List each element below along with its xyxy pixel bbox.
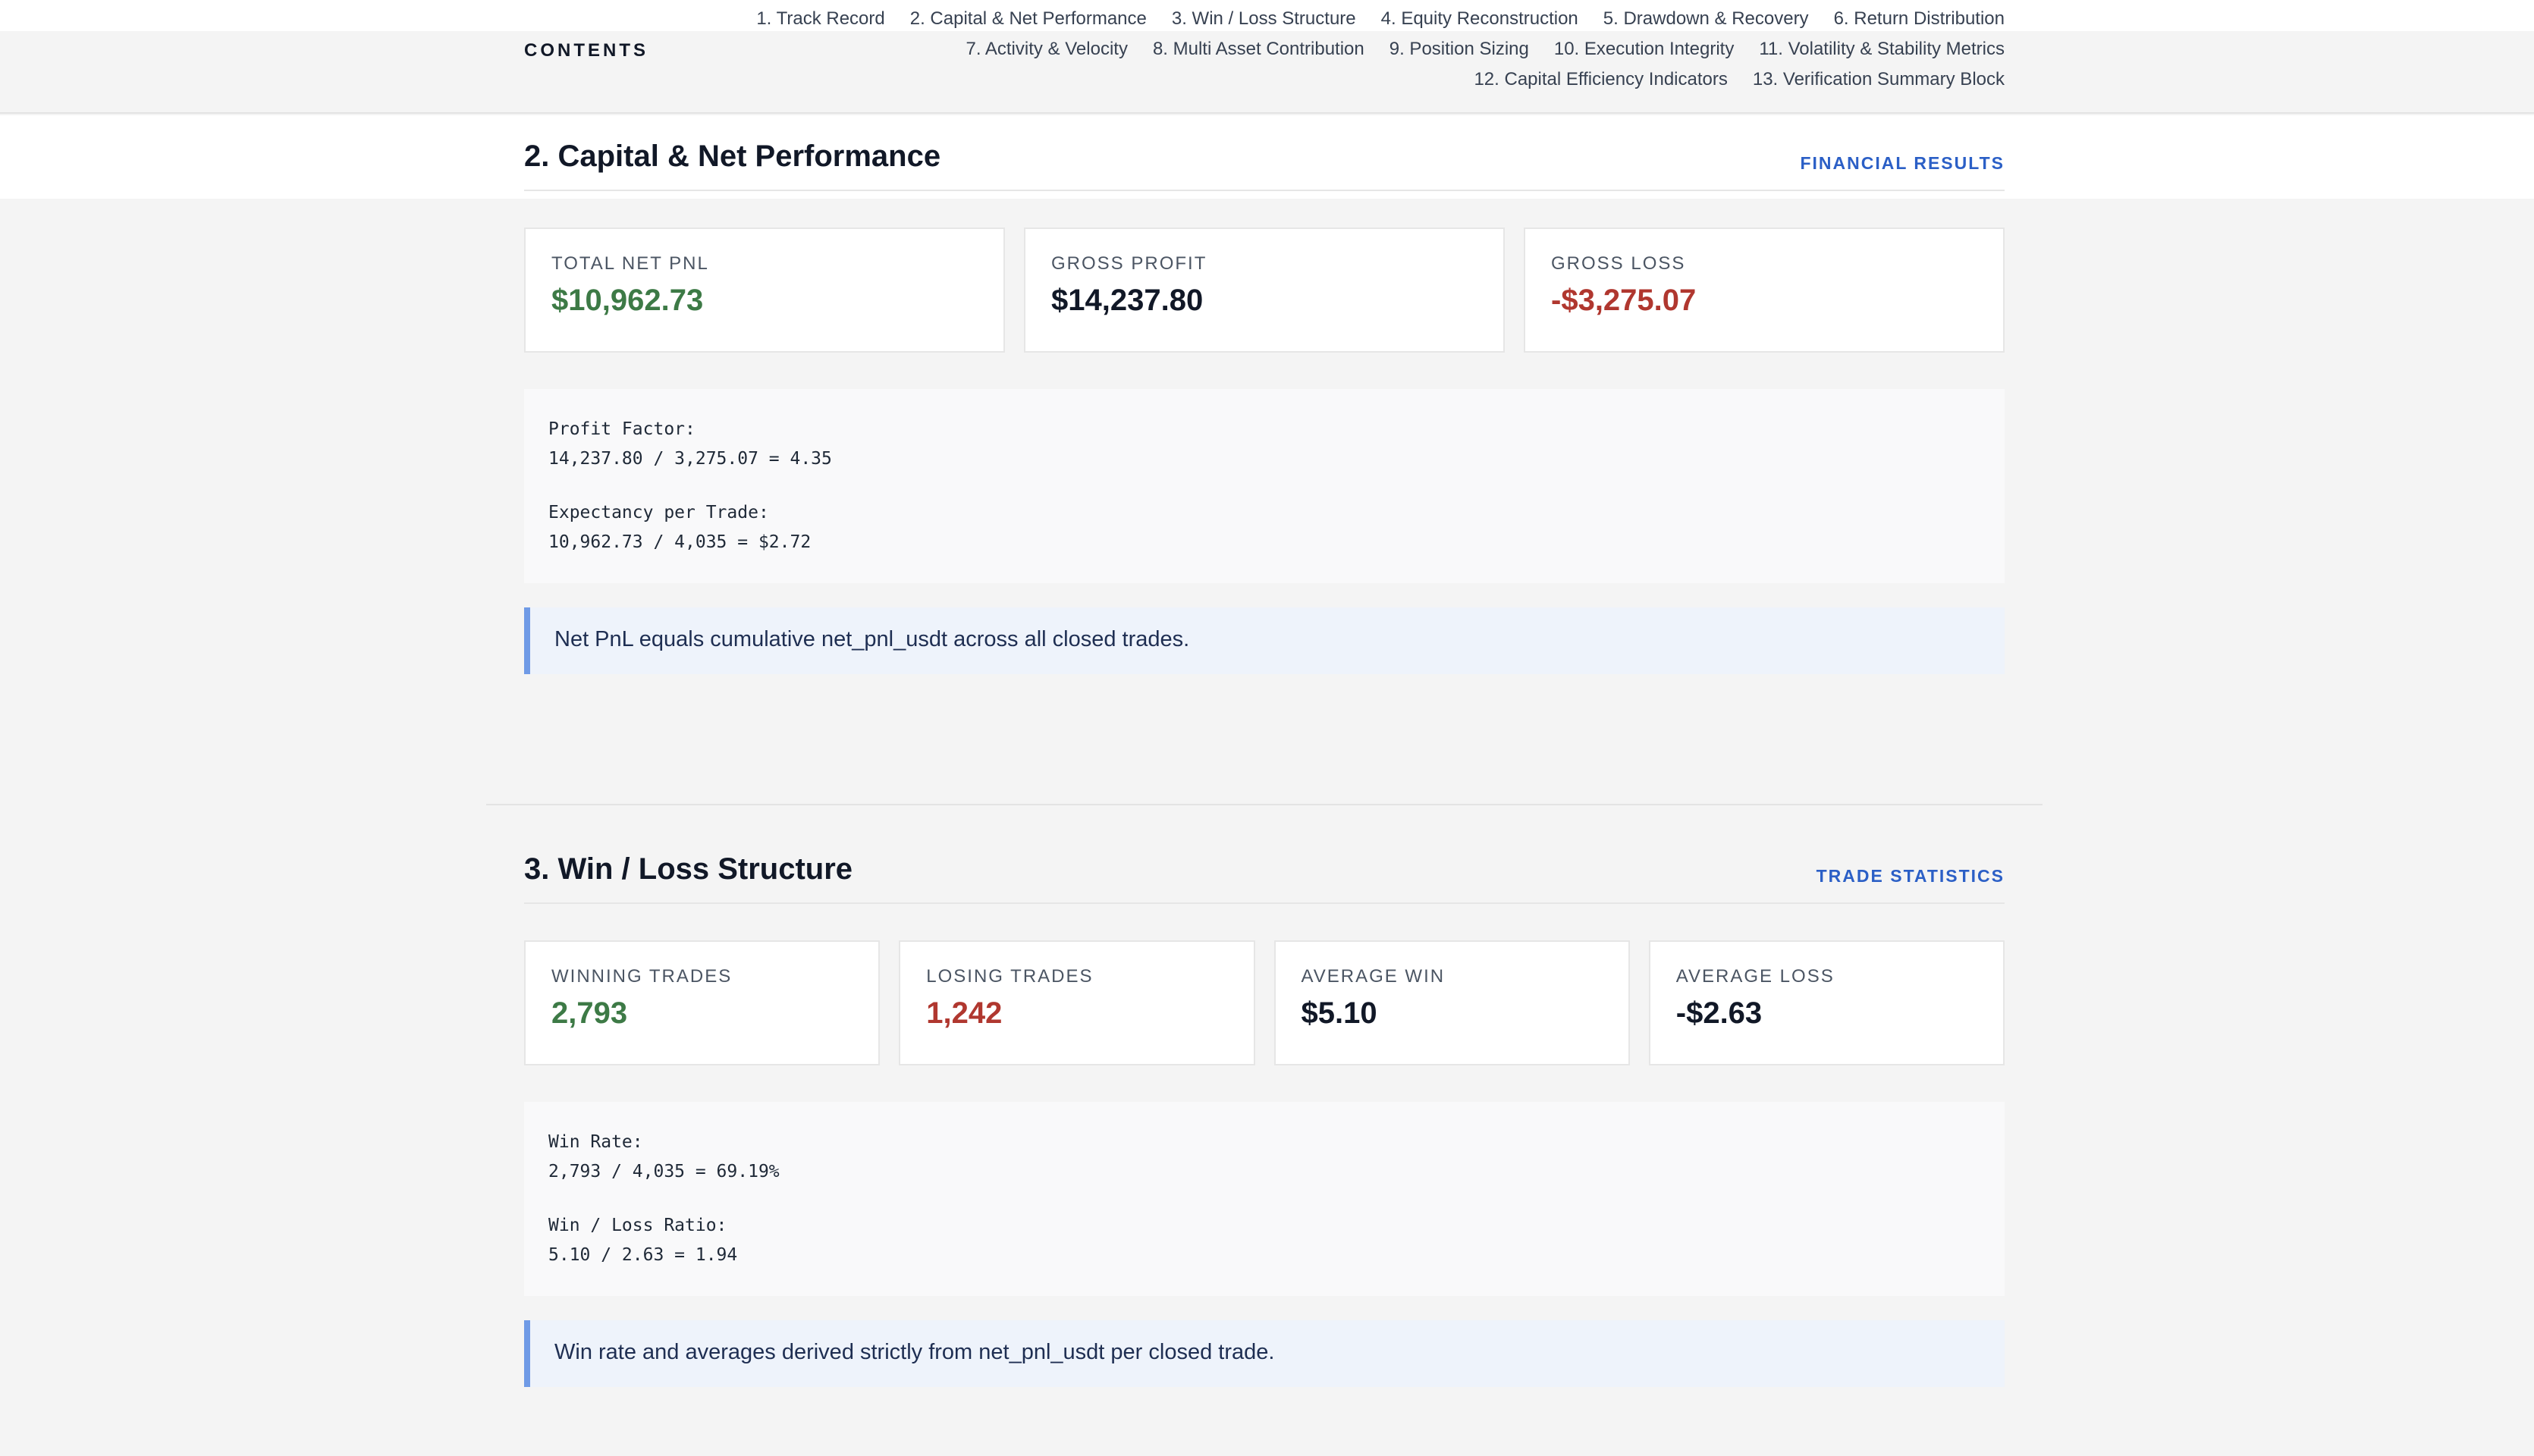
toc-link-win-loss-structure[interactable]: 3. Win / Loss Structure: [1171, 8, 1356, 29]
metric-label: AVERAGE LOSS: [1675, 966, 1835, 987]
toc-link-return-distribution[interactable]: 6. Return Distribution: [1833, 8, 2005, 29]
metric-label: WINNING TRADES: [551, 966, 733, 987]
calc-expectancy: Expectancy per Trade: 10,962.73 / 4,035 …: [548, 498, 1980, 557]
toc-link-capital-efficiency[interactable]: 12. Capital Efficiency Indicators: [1474, 69, 1728, 89]
metric-card-gross-profit: GROSS PROFIT $14,237.80: [1024, 228, 1505, 353]
contents-row-1: 1. Track Record 2. Capital & Net Perform…: [756, 8, 2005, 30]
metric-value: $5.10: [1301, 996, 1377, 1030]
section-tag: TRADE STATISTICS: [1816, 866, 2005, 886]
metric-label: TOTAL NET PNL: [551, 253, 709, 274]
section-header: 3. Win / Loss Structure TRADE STATISTICS: [524, 840, 2005, 904]
info-note: Net PnL equals cumulative net_pnl_usdt a…: [524, 607, 2005, 674]
metric-card-winning-trades: WINNING TRADES 2,793: [524, 940, 881, 1065]
section-divider: [486, 804, 2043, 805]
calculation-block: Win Rate: 2,793 / 4,035 = 69.19% Win / L…: [524, 1102, 2005, 1296]
section-title: 3. Win / Loss Structure: [524, 852, 853, 886]
section-header-band: [0, 115, 2534, 199]
calc-formula: 14,237.80 / 3,275.07 = 4.35: [548, 449, 832, 469]
metric-cards: TOTAL NET PNL $10,962.73 GROSS PROFIT $1…: [524, 228, 2005, 353]
toc-link-drawdown-recovery[interactable]: 5. Drawdown & Recovery: [1603, 8, 1809, 29]
section-title: 2. Capital & Net Performance: [524, 140, 941, 173]
metric-label: GROSS LOSS: [1551, 253, 1686, 274]
toc-link-execution-integrity[interactable]: 10. Execution Integrity: [1553, 39, 1735, 59]
section-win-loss-structure: 3. Win / Loss Structure TRADE STATISTICS…: [524, 840, 2005, 1387]
metric-label: AVERAGE WIN: [1301, 966, 1446, 987]
section-tag: FINANCIAL RESULTS: [1800, 153, 2005, 173]
toc-link-volatility-stability[interactable]: 11. Volatility & Stability Metrics: [1759, 39, 2005, 59]
info-note: Win rate and averages derived strictly f…: [524, 1320, 2005, 1387]
metric-card-total-net-pnl: TOTAL NET PNL $10,962.73: [524, 228, 1005, 353]
calc-label: Expectancy per Trade:: [548, 503, 769, 522]
section-capital-net-performance: 2. Capital & Net Performance FINANCIAL R…: [524, 127, 2005, 674]
top-strip: [0, 0, 2534, 31]
toc-link-position-sizing[interactable]: 9. Position Sizing: [1389, 39, 1529, 59]
metric-card-losing-trades: LOSING TRADES 1,242: [899, 940, 1255, 1065]
metric-value: $14,237.80: [1051, 284, 1204, 317]
contents-links: 1. Track Record 2. Capital & Net Perform…: [652, 8, 2005, 91]
section-header: 2. Capital & Net Performance FINANCIAL R…: [524, 127, 2005, 191]
metric-card-average-win: AVERAGE WIN $5.10: [1273, 940, 1630, 1065]
toc-link-capital-net-performance[interactable]: 2. Capital & Net Performance: [909, 8, 1147, 29]
calc-profit-factor: Profit Factor: 14,237.80 / 3,275.07 = 4.…: [548, 415, 1980, 474]
metric-label: GROSS PROFIT: [1051, 253, 1207, 274]
calc-label: Win / Loss Ratio:: [548, 1216, 727, 1235]
metric-value: -$3,275.07: [1551, 284, 1697, 317]
metric-value: -$2.63: [1675, 996, 1763, 1030]
contents-label: CONTENTS: [524, 40, 648, 61]
metric-cards: WINNING TRADES 2,793 LOSING TRADES 1,242…: [524, 940, 2005, 1065]
calc-win-loss-ratio: Win / Loss Ratio: 5.10 / 2.63 = 1.94: [548, 1211, 1980, 1270]
calc-win-rate: Win Rate: 2,793 / 4,035 = 69.19%: [548, 1128, 1980, 1187]
calc-label: Win Rate:: [548, 1132, 643, 1152]
metric-label: LOSING TRADES: [926, 966, 1094, 987]
toc-link-activity-velocity[interactable]: 7. Activity & Velocity: [966, 39, 1128, 59]
contents-row-2: 7. Activity & Velocity 8. Multi Asset Co…: [966, 38, 2005, 61]
calc-formula: 5.10 / 2.63 = 1.94: [548, 1245, 738, 1265]
calculation-block: Profit Factor: 14,237.80 / 3,275.07 = 4.…: [524, 389, 2005, 583]
contents-bar: CONTENTS 1. Track Record 2. Capital & Ne…: [0, 0, 2534, 114]
toc-link-equity-reconstruction[interactable]: 4. Equity Reconstruction: [1380, 8, 1578, 29]
metric-value: 1,242: [926, 996, 1003, 1030]
toc-link-multi-asset-contribution[interactable]: 8. Multi Asset Contribution: [1152, 39, 1364, 59]
contents-row-3: 12. Capital Efficiency Indicators 13. Ve…: [1474, 68, 2005, 91]
metric-value: $10,962.73: [551, 284, 704, 317]
calc-formula: 10,962.73 / 4,035 = $2.72: [548, 532, 812, 552]
toc-link-track-record[interactable]: 1. Track Record: [756, 8, 885, 29]
metric-card-average-loss: AVERAGE LOSS -$2.63: [1648, 940, 2005, 1065]
calc-formula: 2,793 / 4,035 = 69.19%: [548, 1162, 780, 1181]
toc-link-verification-summary[interactable]: 13. Verification Summary Block: [1752, 69, 2005, 89]
metric-card-gross-loss: GROSS LOSS -$3,275.07: [1524, 228, 2005, 353]
calc-label: Profit Factor:: [548, 419, 696, 439]
metric-value: 2,793: [551, 996, 628, 1030]
